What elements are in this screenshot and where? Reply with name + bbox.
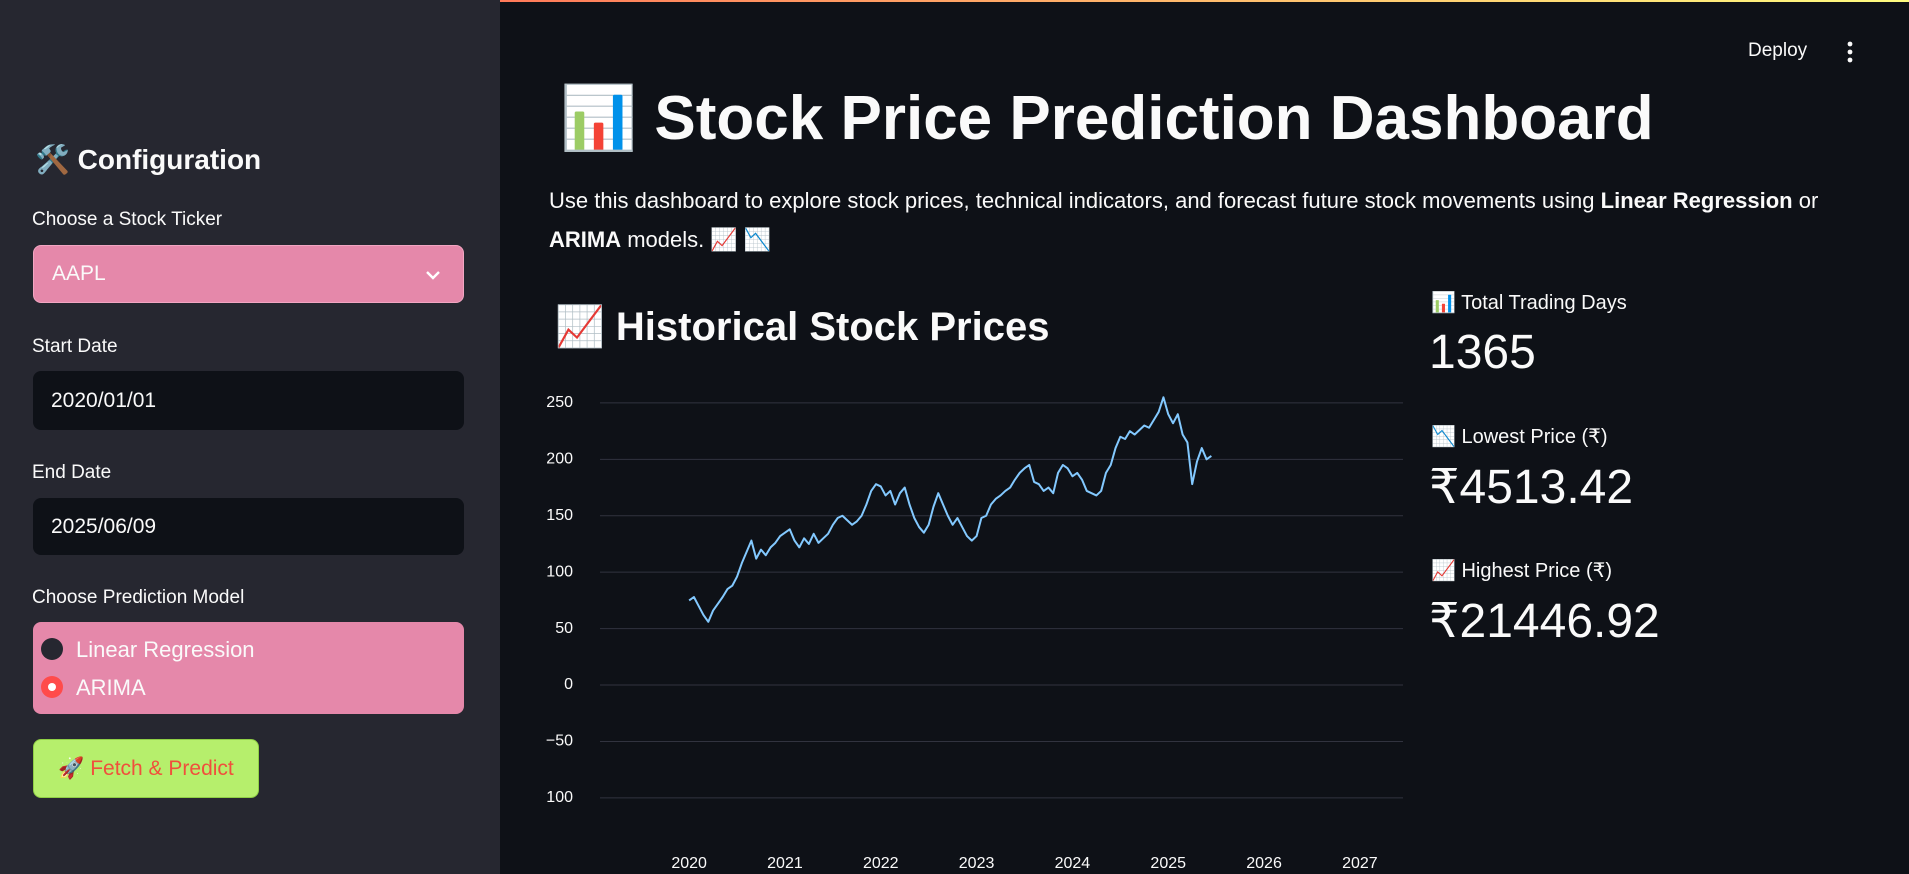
metric-value: ₹21446.92	[1429, 595, 1660, 648]
price-line	[688, 396, 1212, 623]
end-label: End Date	[32, 462, 112, 483]
radio-option: ARIMA	[76, 675, 146, 700]
model-label: Choose Prediction Model	[32, 587, 245, 608]
y-tick-label: 0	[564, 676, 573, 693]
x-tick-label: 2022	[863, 855, 899, 872]
radio-dot	[48, 683, 56, 691]
y-tick-label: 250	[546, 394, 573, 411]
description-text: Linear Regression	[1600, 188, 1793, 213]
description-text: ARIMA	[549, 227, 622, 252]
metric-label: 📉 Lowest Price (₹)	[1431, 426, 1608, 448]
radio-circle	[41, 676, 63, 698]
line-chart: 100 −50 0 50 100 150 200 250 2020 2021 2022 2023 202…	[546, 394, 1403, 872]
menu-icon[interactable]	[1842, 40, 1858, 64]
x-tick-label: 2021	[767, 855, 803, 872]
section-title: 📈 Historical Stock Prices	[555, 305, 1050, 349]
end-input[interactable]: 2025/06/09	[33, 498, 464, 555]
metric-label: 📈 Highest Price (₹)	[1431, 560, 1612, 582]
y-tick-label: 100	[546, 563, 573, 580]
y-tick-label: 100	[546, 789, 573, 806]
ticker-label: Choose a Stock Ticker	[32, 209, 223, 230]
description-text: Use this dashboard to explore stock pric…	[549, 188, 1601, 213]
description-text: or	[1792, 188, 1819, 213]
metric-value: 1365	[1429, 326, 1536, 379]
ticker-value: AAPL	[52, 262, 106, 285]
y-tick-label: −50	[546, 733, 573, 750]
radio-option: Linear Regression	[76, 637, 255, 662]
x-tick-label: 2027	[1342, 855, 1378, 872]
x-tick-label: 2020	[671, 855, 707, 872]
start-input[interactable]: 2020/01/01	[33, 371, 464, 430]
radio-circle	[41, 638, 63, 660]
y-tick-label: 200	[546, 451, 573, 468]
fetch-button[interactable]: 🚀 Fetch & Predict	[33, 739, 259, 798]
start-value: 2020/01/01	[51, 388, 157, 412]
end-value: 2025/06/09	[51, 514, 157, 538]
sidebar-header: 🛠️ Configuration	[35, 144, 262, 175]
top-bar	[0, 0, 1909, 2]
ticker-select[interactable]: AAPL	[33, 245, 464, 303]
sidebar: 🛠️ Configuration Choose a Stock Ticker A…	[0, 0, 500, 874]
x-tick-label: 2023	[959, 855, 995, 872]
y-tick-label: 50	[555, 620, 573, 637]
x-tick-label: 2026	[1246, 855, 1282, 872]
x-tick-label: 2025	[1150, 855, 1186, 872]
chevron	[426, 271, 440, 280]
description: Use this dashboard to explore stock pric…	[549, 181, 1849, 259]
metric-value: ₹4513.42	[1429, 461, 1634, 514]
y-tick-label: 150	[546, 507, 573, 524]
page-title: 📊 Stock Price Prediction Dashboard	[560, 84, 1654, 153]
metric-label: 📊 Total Trading Days	[1431, 292, 1627, 314]
deploy-button[interactable]: Deploy	[1748, 40, 1808, 61]
x-tick-label: 2024	[1055, 855, 1091, 872]
description-text: models. 📈 📉	[621, 227, 772, 252]
model-radio-group: Linear Regression ARIMA	[33, 622, 464, 714]
start-label: Start Date	[32, 336, 118, 357]
